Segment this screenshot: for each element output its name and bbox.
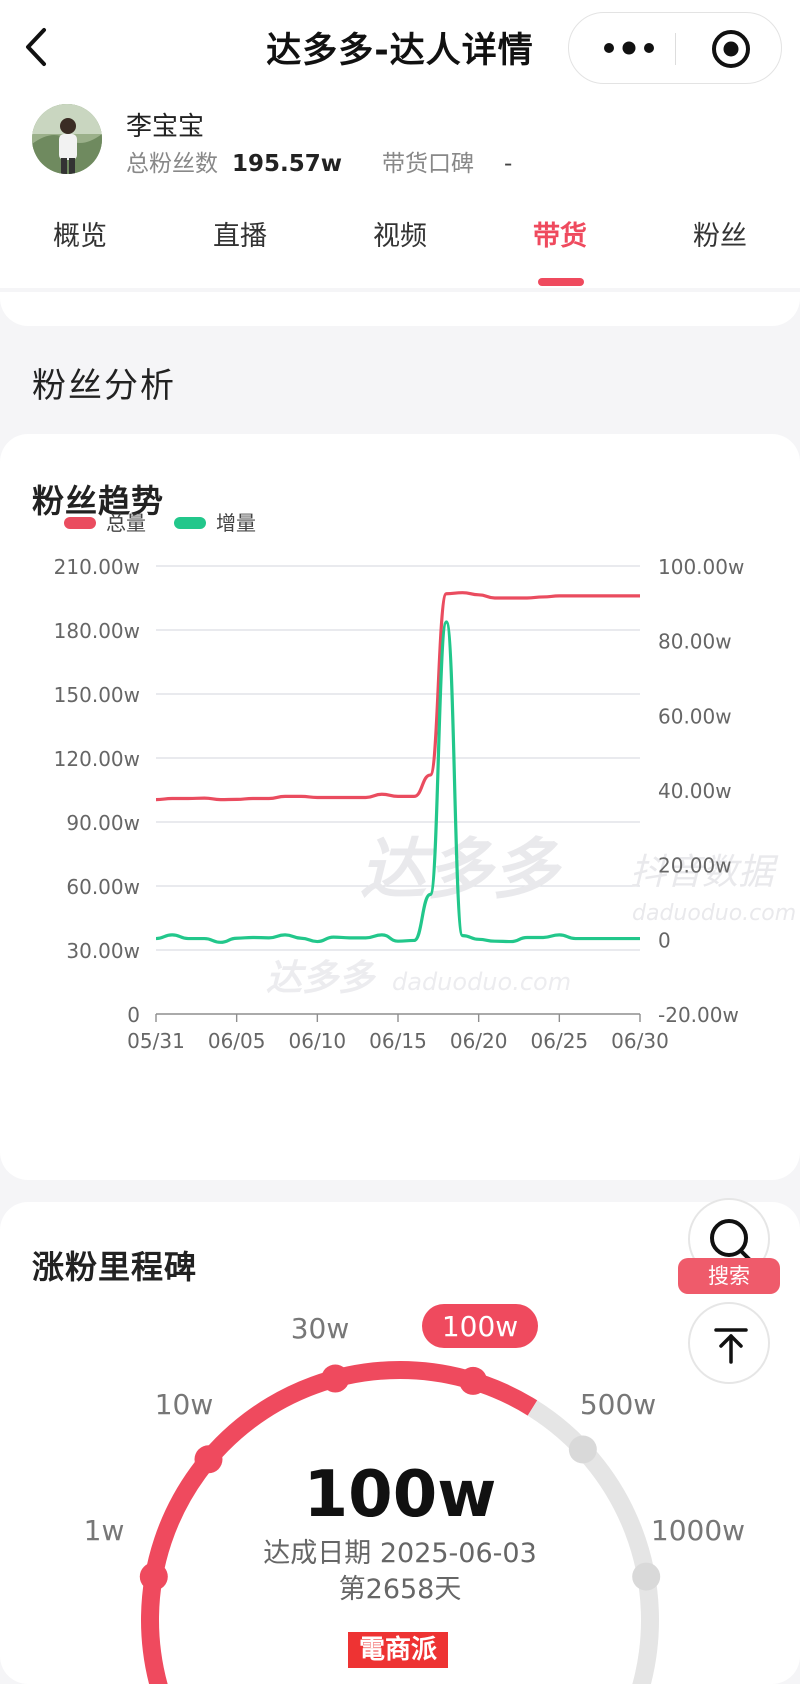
legend-swatch (174, 517, 206, 529)
previous-card-stub (0, 292, 800, 326)
y-left-tick-label: 60.00w (66, 875, 140, 899)
milestone-dot (568, 1435, 597, 1464)
search-icon (710, 1219, 751, 1261)
fans-label: 总粉丝数 (126, 151, 218, 177)
milestone-current-pill (422, 1304, 538, 1348)
back-to-top-button[interactable] (688, 1302, 770, 1384)
back-arrow-icon[interactable] (18, 22, 58, 72)
milestone-dot (321, 1364, 350, 1393)
close-target-icon[interactable] (709, 27, 753, 71)
milestone-card: 涨粉里程碑 1w 10w 30w 100w 500w 1000w 100w 达成日期 20… (0, 1202, 800, 1684)
milestone-center-value: 100w (304, 1458, 497, 1532)
milestone-dot (139, 1562, 168, 1591)
fans-trend-chart: 达多多 抖音数据 daduoduo.com 达多多 daduoduo.com 2… (54, 511, 797, 1053)
capsule-divider (675, 33, 676, 65)
x-tick-label: 05/31 (127, 1029, 185, 1053)
more-dots-icon[interactable] (599, 36, 659, 60)
fans-value: 195.57w (232, 151, 343, 177)
y-right-tick-label: 20.00w (658, 854, 732, 878)
legend-label: 增量 (216, 511, 256, 535)
x-tick-label: 06/15 (369, 1029, 427, 1053)
x-tick-label: 06/30 (611, 1029, 669, 1053)
x-tick-label: 06/25 (531, 1029, 589, 1053)
milestone-arc-pending (527, 1400, 659, 1684)
tab-selling[interactable]: 带货 (533, 221, 587, 252)
milestone-label: 100w (442, 1310, 518, 1343)
x-tick-label: 06/20 (450, 1029, 508, 1053)
chart-watermark2-main: 达多多 (266, 958, 377, 999)
y-left-tick-label: 0 (127, 1003, 140, 1027)
milestone-dot (632, 1562, 661, 1591)
milestone-gauge: 1w 10w 30w 100w 500w 1000w 100w 达成日期 2025-06-… (84, 1304, 745, 1684)
series-line-total (155, 591, 640, 802)
y-left-tick-label: 180.00w (54, 619, 140, 643)
profile-stats: 总粉丝数 195.57w 带货口碑 - (126, 144, 512, 178)
y-left-tick-label: 30.00w (66, 939, 140, 963)
y-right-tick-label: 100.00w (658, 555, 744, 579)
milestone-label: 500w (580, 1388, 656, 1421)
reputation-label: 带货口碑 (382, 151, 475, 177)
page-title: 达多多-达人详情 (266, 31, 534, 71)
top-bar: 达多多-达人详情 (0, 0, 800, 96)
milestone-arc-achieved (141, 1361, 538, 1684)
arrow-up-icon (714, 1328, 748, 1364)
milestone-title: 涨粉里程碑 (32, 1248, 198, 1286)
x-tick-label: 06/05 (208, 1029, 266, 1053)
chart-watermark-url: daduoduo.com (632, 901, 796, 926)
avatar[interactable] (32, 104, 102, 174)
y-right-tick-label: -20.00w (658, 1003, 739, 1027)
fans-trend-title: 粉丝趋势 (32, 482, 165, 520)
y-left-tick-label: 210.00w (54, 555, 140, 579)
watermark-logo: 電商派 (348, 1632, 448, 1668)
x-tick-label: 06/10 (289, 1029, 347, 1053)
legend-swatch (64, 517, 96, 529)
milestone-label: 30w (291, 1312, 350, 1345)
section-title: 粉丝分析 (32, 366, 176, 406)
y-left-tick-label: 90.00w (66, 811, 140, 835)
milestone-date: 达成日期 2025-06-03 (263, 1538, 537, 1569)
tab-live[interactable]: 直播 (213, 221, 267, 252)
legend-label: 总量 (106, 511, 146, 535)
tab-bar: 概览 直播 视频 带货 粉丝 (0, 188, 800, 288)
chart-watermark-main: 达多多 (360, 831, 562, 908)
milestone-label: 1000w (651, 1514, 745, 1547)
search-label[interactable]: 搜索 (678, 1258, 780, 1294)
y-right-tick-label: 0 (658, 928, 671, 952)
tab-overview[interactable]: 概览 (53, 221, 107, 252)
mini-program-capsule (568, 12, 782, 84)
creator-name: 李宝宝 (126, 112, 205, 142)
y-left-tick-label: 120.00w (54, 747, 140, 771)
tab-fans[interactable]: 粉丝 (693, 221, 747, 252)
chart-watermark2-url: daduoduo.com (392, 968, 571, 996)
milestone-label: 10w (155, 1388, 214, 1421)
reputation-value: - (504, 151, 513, 177)
profile-header: 李宝宝 总粉丝数 195.57w 带货口碑 - (0, 96, 800, 188)
tab-video[interactable]: 视频 (373, 221, 427, 252)
milestone-label: 1w (84, 1514, 125, 1547)
y-left-tick-label: 150.00w (54, 683, 140, 707)
active-tab-indicator (538, 278, 584, 286)
chart-watermark-sub: 抖音数据 (630, 852, 779, 893)
series-line-increment (155, 620, 640, 944)
milestone-days: 第2658天 (339, 1574, 462, 1605)
y-right-tick-label: 60.00w (658, 704, 732, 728)
avatar-image (32, 104, 102, 174)
y-right-tick-label: 40.00w (658, 779, 732, 803)
milestone-dot (194, 1445, 223, 1474)
y-right-tick-label: 80.00w (658, 630, 732, 654)
fans-trend-card: 粉丝趋势 达多多 抖音数据 daduoduo.com 达多多 daduoduo.… (0, 434, 800, 1180)
milestone-dot (459, 1366, 488, 1395)
